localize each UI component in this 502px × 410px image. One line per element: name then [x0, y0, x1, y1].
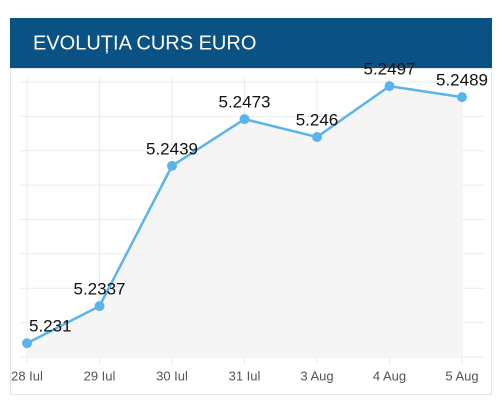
point [239, 114, 250, 125]
value-label: 5.2337 [74, 280, 126, 299]
x-tick-label: 3 Aug [300, 368, 333, 383]
area [27, 86, 462, 357]
x-tick-label: 31 Iul [229, 368, 261, 383]
x-tick-label: 5 Aug [445, 368, 478, 383]
chart-frame [10, 68, 492, 395]
chart-title: EVOLUȚIA CURS EURO [33, 32, 256, 54]
x-tick-label: 29 Iul [84, 368, 116, 383]
point [22, 338, 32, 349]
value-label: 5.2497 [364, 60, 416, 79]
x-tick-label: 28 Iul [11, 368, 43, 383]
value-label: 5.246 [296, 110, 339, 129]
x-tick-label: 30 Iul [156, 368, 188, 383]
point [167, 160, 177, 171]
value-label: 5.2439 [146, 139, 198, 158]
x-tick-label: 4 Aug [373, 368, 406, 383]
point [457, 92, 467, 103]
value-label: 5.2489 [436, 71, 488, 90]
point [384, 81, 395, 92]
value-label: 5.231 [29, 317, 72, 336]
header-bar [10, 18, 492, 68]
point [94, 301, 105, 312]
point [312, 132, 322, 142]
value-label: 5.2473 [219, 93, 271, 112]
